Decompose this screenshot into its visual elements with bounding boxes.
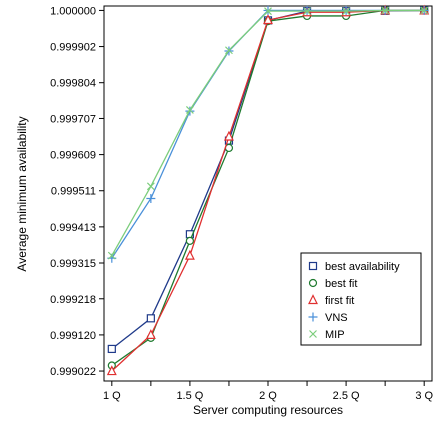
legend-marker <box>308 261 318 271</box>
legend-box <box>300 252 422 346</box>
x-axis-title: Server computing resources <box>193 403 343 417</box>
data-point <box>146 182 155 191</box>
legend-marker <box>308 312 318 322</box>
y-tick-label: 0.999120 <box>50 330 96 342</box>
data-point <box>185 236 195 245</box>
x-tick-label: 2.5 Q <box>333 390 360 402</box>
legend: best availability best fit first fit VNS MIP <box>300 252 422 346</box>
data-point <box>185 106 194 114</box>
legend-label: first fit <box>325 295 354 307</box>
x-tick-label: 1 Q <box>103 390 121 402</box>
x-tick-label: 2 Q <box>259 390 277 402</box>
data-point <box>264 7 272 16</box>
x-tick-label: 1.5 Q <box>176 390 203 402</box>
y-tick-label: 1.000000 <box>50 5 96 17</box>
data-point <box>146 314 155 323</box>
data-point <box>420 6 429 15</box>
data-point <box>381 6 390 15</box>
y-tick-label: 0.999804 <box>50 78 96 90</box>
legend-marker <box>309 330 317 338</box>
y-tick-label: 0.999315 <box>50 258 96 270</box>
data-point <box>225 46 233 55</box>
series-line <box>111 9 425 256</box>
y-tick-label: 0.999022 <box>50 366 96 378</box>
legend-label: best fit <box>325 278 357 290</box>
legend-marker <box>308 294 318 305</box>
y-tick-label: 0.999413 <box>50 222 96 234</box>
legend-label: MIP <box>325 329 345 341</box>
data-point <box>342 7 351 16</box>
x-tick-label: 3 Q <box>415 390 433 402</box>
data-point <box>106 365 117 376</box>
y-tick-label: 0.999902 <box>50 42 96 54</box>
data-point <box>223 130 234 141</box>
data-point <box>263 14 273 25</box>
data-point <box>146 193 156 203</box>
series-line <box>111 9 425 259</box>
series-3 <box>107 5 429 263</box>
y-tick-label: 0.999511 <box>51 186 96 198</box>
legend-label: VNS <box>325 312 348 324</box>
legend-marker <box>308 278 318 288</box>
y-tick-label: 0.999707 <box>50 113 96 125</box>
y-axis: 0.999022 0.999120 0.999218 0.999315 0.999413… <box>50 5 104 378</box>
y-tick-label: 0.999218 <box>50 294 96 306</box>
data-point <box>107 344 116 354</box>
data-point <box>107 251 116 260</box>
y-tick-label: 0.999609 <box>50 150 96 162</box>
series-layer <box>106 4 430 376</box>
data-point <box>145 329 156 340</box>
legend-label: best availability <box>325 261 400 273</box>
data-point <box>303 7 311 16</box>
series-4 <box>107 6 429 260</box>
x-axis: 1 Q 1.5 Q 2 Q 2.5 Q 3 Q <box>103 381 433 402</box>
data-point <box>184 249 195 260</box>
y-axis-title: Average minimum availability <box>15 116 29 271</box>
